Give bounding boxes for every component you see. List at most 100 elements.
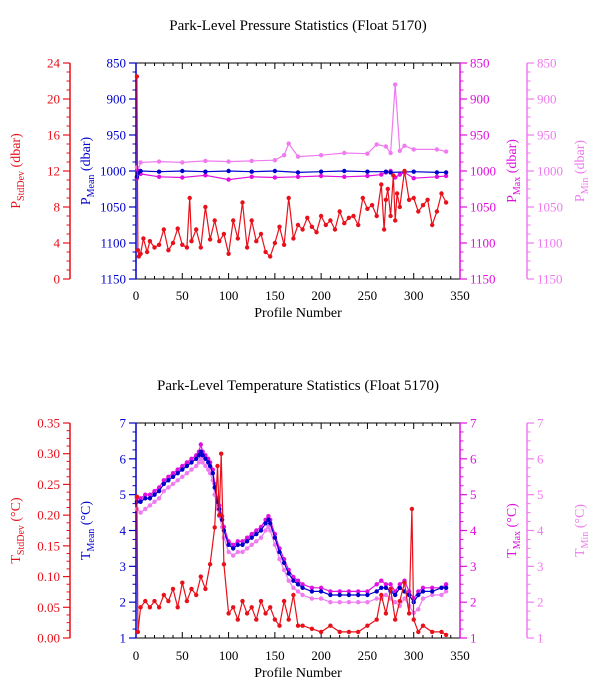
max-data-point xyxy=(346,589,352,594)
mean-data-point xyxy=(221,528,227,533)
stddev-data-point xyxy=(175,605,180,610)
x-tick-label: 300 xyxy=(404,288,424,303)
max-data-point xyxy=(254,528,259,533)
mean-data-point xyxy=(300,585,305,590)
stddev-data-point xyxy=(406,197,412,202)
stddev-tick-label: 0.25 xyxy=(37,477,60,492)
mean-data-point xyxy=(365,169,370,174)
mean-data-point xyxy=(152,492,157,497)
max-data-point xyxy=(138,496,143,501)
min-data-point xyxy=(268,528,273,533)
mean-data-point xyxy=(226,168,231,174)
min-data-point xyxy=(393,600,398,605)
stddev-data-point xyxy=(356,629,361,635)
stddev-data-point xyxy=(300,623,305,628)
stddev-data-point xyxy=(295,623,301,628)
max-tick-label: 1 xyxy=(470,631,477,646)
stddev-data-point xyxy=(416,629,421,635)
min-data-point xyxy=(244,546,250,551)
mean-data-point xyxy=(393,592,398,598)
max-data-point xyxy=(411,176,416,181)
stddev-data-point xyxy=(207,562,213,567)
max-tick-label: 1100 xyxy=(470,236,496,251)
max-axis-label-sub: Max xyxy=(512,177,523,195)
min-data-point xyxy=(346,600,352,605)
stddev-data-point xyxy=(416,209,421,214)
stddev-data-point xyxy=(286,195,291,201)
mean-axis-label-main: P xyxy=(79,197,94,205)
min-data-point xyxy=(196,460,202,465)
stddev-data-point xyxy=(217,512,222,518)
mean-data-point xyxy=(277,549,282,555)
x-tick-label: 250 xyxy=(358,648,378,663)
max-tick-label: 2 xyxy=(470,595,477,610)
stddev-data-point xyxy=(244,245,250,250)
stddev-data-point xyxy=(203,586,208,592)
x-tick-label: 300 xyxy=(404,648,424,663)
min-data-point xyxy=(277,557,282,562)
min-data-point xyxy=(189,467,194,472)
mean-data-point xyxy=(194,456,199,461)
stddev-data-point xyxy=(286,617,291,622)
min-data-point xyxy=(420,596,426,601)
max-tick-label: 950 xyxy=(470,128,490,143)
x-tick-label: 250 xyxy=(358,288,378,303)
stddev-data-point xyxy=(356,222,361,228)
stddev-data-point xyxy=(268,605,273,610)
stddev-axis-label-main: P xyxy=(9,201,24,209)
stddev-data-point xyxy=(147,605,153,610)
stddev-data-point xyxy=(391,173,396,178)
mean-data-point xyxy=(249,535,254,540)
stddev-data-point xyxy=(170,586,176,592)
min-data-point xyxy=(156,159,162,164)
mean-data-point xyxy=(272,535,278,540)
x-tick-label: 0 xyxy=(133,648,140,663)
stddev-data-point xyxy=(394,191,400,196)
min-data-point xyxy=(147,503,153,508)
stddev-data-point xyxy=(166,598,171,604)
stddev-data-point xyxy=(231,605,236,610)
mean-data-point xyxy=(342,168,347,174)
stddev-data-point xyxy=(309,224,315,229)
min-data-point xyxy=(286,141,291,146)
max-data-point xyxy=(152,488,157,494)
min-data-point xyxy=(402,596,407,601)
x-tick-label: 150 xyxy=(265,288,285,303)
mean-tick-label: 3 xyxy=(120,559,127,574)
mean-data-point xyxy=(346,592,352,598)
max-data-point xyxy=(249,531,254,537)
min-tick-label: 7 xyxy=(537,416,544,431)
stddev-data-point xyxy=(263,249,268,255)
mean-tick-label: 6 xyxy=(120,451,127,466)
min-data-point xyxy=(402,143,407,148)
max-data-point xyxy=(397,582,402,587)
stddev-axis-label-sub: StdDev xyxy=(16,171,27,201)
stddev-data-point xyxy=(212,525,217,530)
min-axis-label-sub: Min xyxy=(580,178,591,195)
stddev-data-point xyxy=(152,598,157,604)
stddev-data-point xyxy=(434,209,440,214)
stddev-data-point xyxy=(328,623,333,628)
stddev-data-point xyxy=(374,617,379,622)
stddev-data-point xyxy=(231,218,236,223)
max-series-line xyxy=(136,169,447,181)
min-data-point xyxy=(138,510,143,515)
max-axis-label-unit: (dbar) xyxy=(505,139,520,177)
min-axis-label-sub: Min xyxy=(580,532,591,549)
x-axis-label: Profile Number xyxy=(254,666,342,681)
min-tick-label: 1100 xyxy=(537,236,563,251)
stddev-data-point xyxy=(277,623,282,628)
stddev-data-point xyxy=(212,218,217,223)
stddev-data-point xyxy=(388,586,393,592)
mean-data-point xyxy=(240,542,245,547)
mean-data-point xyxy=(212,485,217,490)
mean-data-point xyxy=(258,528,264,533)
mean-tick-label: 1150 xyxy=(100,272,126,287)
max-data-point xyxy=(420,585,426,590)
max-data-point xyxy=(166,474,171,479)
chart-title: Park-Level Pressure Statistics (Float 51… xyxy=(169,18,426,34)
stddev-tick-label: 12 xyxy=(47,164,60,179)
min-data-point xyxy=(416,607,421,612)
mean-data-point xyxy=(430,589,435,594)
